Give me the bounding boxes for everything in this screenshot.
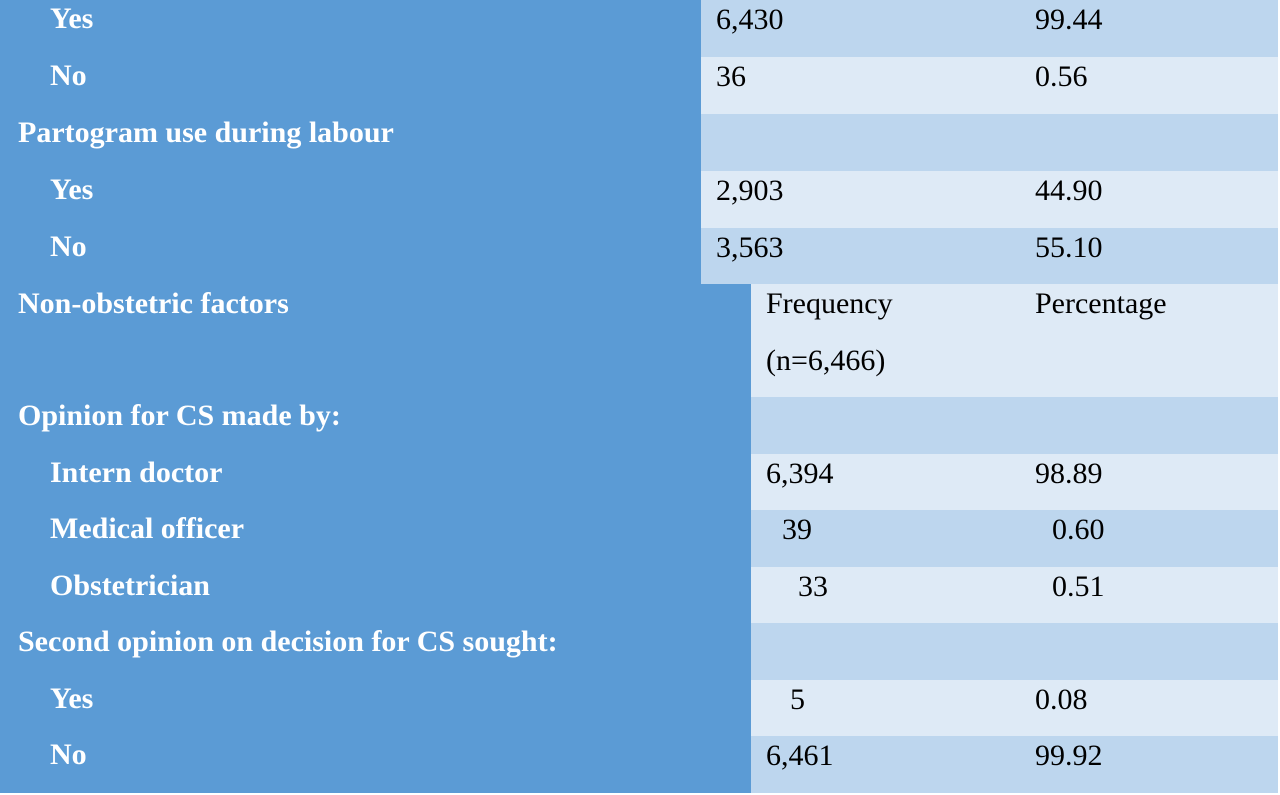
frequency-cell: 6,430 [716, 3, 784, 36]
section-label: Opinion for CS made by: [18, 399, 341, 432]
data-cells [751, 510, 1278, 567]
section-label: Second opinion on decision for CS sought… [18, 625, 558, 658]
frequency-cell: 5 [790, 683, 805, 716]
row-label: Intern doctor [50, 456, 223, 489]
data-cells [751, 284, 1278, 397]
percentage-cell: 55.10 [1035, 231, 1103, 264]
row-label: Yes [50, 173, 94, 206]
data-cells [751, 397, 1278, 454]
frequency-cell: 36 [716, 60, 746, 93]
table-row: No 3,563 55.10 [0, 228, 1280, 284]
table-row: Medical officer 39 0.60 [0, 510, 1280, 567]
row-label: No [50, 230, 87, 263]
row-label: Yes [50, 682, 94, 715]
row-label: No [50, 738, 87, 771]
frequency-cell: 6,461 [766, 739, 834, 772]
table-row: Yes 5 0.08 [0, 680, 1280, 736]
frequency-cell: 2,903 [716, 174, 784, 207]
table-row: Intern doctor 6,394 98.89 [0, 454, 1280, 510]
table-row: No 6,461 99.92 [0, 736, 1280, 793]
table-row: Opinion for CS made by: [0, 397, 1280, 454]
data-cells [701, 57, 1278, 114]
data-cells [751, 736, 1278, 793]
table-header-row: Non-obstetric factors Frequency (n=6,466… [0, 284, 1280, 397]
data-cells [701, 171, 1278, 228]
row-label: No [50, 59, 87, 92]
table-row: Second opinion on decision for CS sought… [0, 623, 1280, 680]
section-label: Non-obstetric factors [18, 287, 289, 320]
data-cells [751, 454, 1278, 510]
table-row: Obstetrician 33 0.51 [0, 567, 1280, 623]
table-row: Yes 2,903 44.90 [0, 171, 1280, 228]
label-column-background [0, 0, 751, 793]
percentage-header: Percentage [1035, 287, 1167, 320]
frequency-header-line2: (n=6,466) [766, 344, 886, 377]
frequency-cell: 33 [798, 570, 828, 603]
percentage-cell: 99.44 [1035, 3, 1103, 36]
row-label: Obstetrician [50, 569, 210, 602]
percentage-cell: 0.08 [1035, 683, 1088, 716]
table-row: No 36 0.56 [0, 57, 1280, 114]
data-cells [701, 0, 1278, 57]
percentage-cell: 99.92 [1035, 739, 1103, 772]
table-row: Partogram use during labour [0, 114, 1280, 171]
percentage-cell: 0.51 [1052, 570, 1105, 603]
row-label: Medical officer [50, 512, 245, 545]
data-cells [701, 228, 1278, 284]
section-label: Partogram use during labour [18, 116, 394, 149]
data-cells [701, 114, 1278, 171]
percentage-cell: 98.89 [1035, 457, 1103, 490]
data-cells [751, 567, 1278, 623]
frequency-cell: 6,394 [766, 457, 834, 490]
frequency-cell: 39 [782, 513, 812, 546]
frequency-header-line1: Frequency [766, 287, 893, 320]
percentage-cell: 44.90 [1035, 174, 1103, 207]
percentage-cell: 0.56 [1035, 60, 1088, 93]
table-row: Yes 6,430 99.44 [0, 0, 1280, 57]
frequency-cell: 3,563 [716, 231, 784, 264]
row-label: Yes [50, 2, 94, 35]
percentage-cell: 0.60 [1052, 513, 1105, 546]
data-cells [751, 680, 1278, 736]
data-cells [751, 623, 1278, 680]
